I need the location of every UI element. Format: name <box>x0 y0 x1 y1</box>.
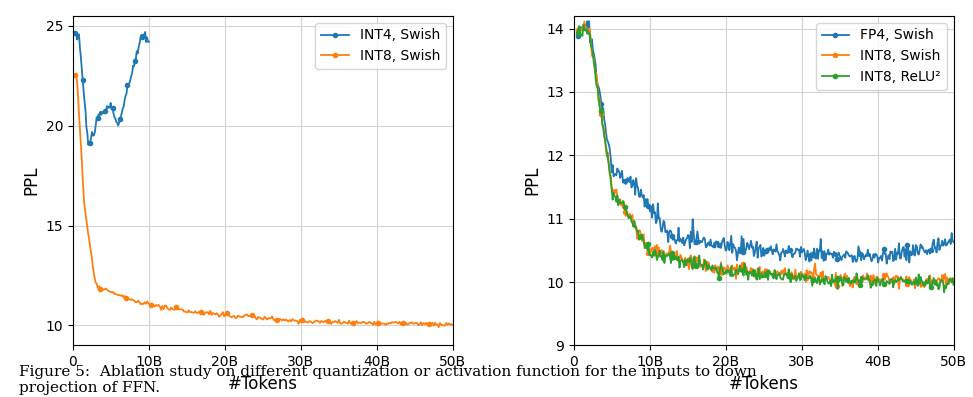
FP4, Swish <box>881 261 892 266</box>
INT8, Swish <box>893 287 905 291</box>
FP4, Swish <box>722 240 734 245</box>
FP4, Swish <box>572 33 584 38</box>
Y-axis label: PPL: PPL <box>22 166 40 195</box>
FP4, Swish <box>948 239 959 244</box>
INT4, Swish <box>121 91 132 96</box>
INT8, Swish <box>579 19 591 24</box>
INT8, ReLU² <box>846 278 857 283</box>
INT8, ReLU² <box>948 283 959 287</box>
INT4, Swish <box>135 33 147 37</box>
INT8, Swish <box>293 322 305 326</box>
INT8, Swish <box>301 320 312 324</box>
FP4, Swish <box>845 254 856 259</box>
INT4, Swish <box>69 30 81 35</box>
INT8, Swish <box>846 281 857 285</box>
INT4, Swish <box>139 30 151 35</box>
INT8, Swish <box>696 263 707 268</box>
Y-axis label: PPL: PPL <box>523 166 541 195</box>
INT8, ReLU² <box>845 279 856 284</box>
INT8, ReLU² <box>696 262 707 267</box>
X-axis label: #Tokens: #Tokens <box>228 375 298 393</box>
INT8, ReLU² <box>722 270 734 275</box>
INT4, Swish <box>103 104 115 109</box>
INT8, Swish <box>845 284 856 289</box>
FP4, Swish <box>583 19 595 23</box>
INT8, Swish <box>387 320 399 325</box>
INT4, Swish <box>115 114 126 119</box>
Line: FP4, Swish: FP4, Swish <box>576 19 955 266</box>
INT8, Swish <box>572 27 584 32</box>
Line: INT4, Swish: INT4, Swish <box>73 30 151 147</box>
INT8, ReLU² <box>578 22 590 27</box>
INT8, Swish <box>618 199 630 204</box>
INT4, Swish <box>83 143 94 147</box>
Legend: INT4, Swish, INT8, Swish: INT4, Swish, INT8, Swish <box>315 23 446 69</box>
INT4, Swish <box>118 104 129 109</box>
FP4, Swish <box>618 178 630 183</box>
Line: INT8, Swish: INT8, Swish <box>73 73 454 329</box>
INT8, Swish <box>948 279 959 283</box>
FP4, Swish <box>696 240 707 245</box>
X-axis label: #Tokens: #Tokens <box>729 375 799 393</box>
INT8, Swish <box>294 318 306 322</box>
INT8, Swish <box>433 325 445 330</box>
INT8, ReLU² <box>572 31 584 35</box>
INT8, Swish <box>810 261 821 266</box>
INT8, Swish <box>71 74 83 79</box>
INT4, Swish <box>143 39 155 44</box>
INT8, ReLU² <box>938 290 950 295</box>
INT8, ReLU² <box>810 276 821 281</box>
INT8, Swish <box>722 263 734 268</box>
INT8, ReLU² <box>618 202 630 207</box>
INT8, Swish <box>69 73 81 78</box>
INT8, Swish <box>447 323 458 328</box>
Line: INT8, Swish: INT8, Swish <box>576 19 955 291</box>
Line: INT8, ReLU²: INT8, ReLU² <box>576 23 955 294</box>
FP4, Swish <box>846 253 857 258</box>
INT4, Swish <box>114 116 126 121</box>
Legend: FP4, Swish, INT8, Swish, INT8, ReLU²: FP4, Swish, INT8, Swish, INT8, ReLU² <box>816 23 947 90</box>
INT8, Swish <box>412 321 423 326</box>
FP4, Swish <box>810 256 821 260</box>
Text: Figure 5:  Ablation study on different quantization or activation function for t: Figure 5: Ablation study on different qu… <box>19 365 757 395</box>
